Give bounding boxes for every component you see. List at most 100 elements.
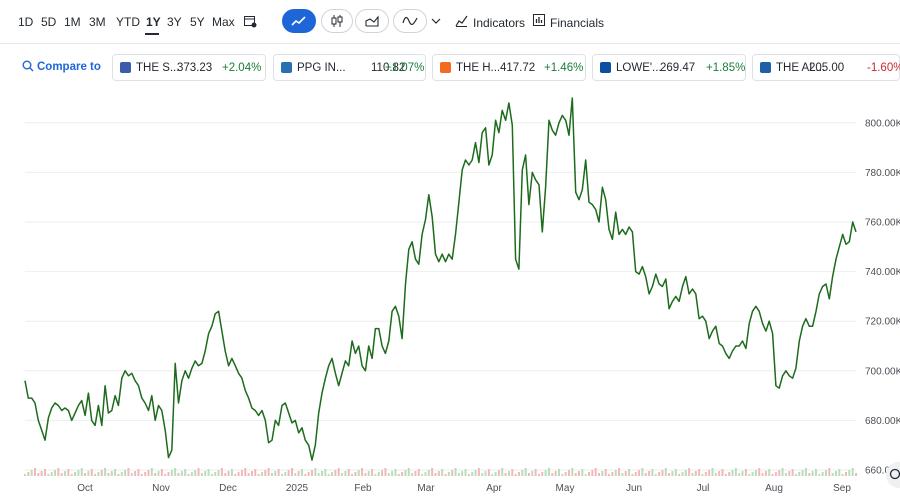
- volume-bar: [190, 472, 193, 476]
- volume-bar: [464, 469, 467, 476]
- volume-bar: [691, 473, 694, 476]
- volume-bar: [584, 474, 587, 476]
- chip-change: -1.60%: [867, 62, 900, 74]
- volume-bar: [708, 470, 711, 476]
- volume-bar: [497, 470, 500, 476]
- volume-bar: [444, 474, 447, 476]
- volume-bar: [230, 469, 233, 476]
- volume-bar: [197, 468, 200, 476]
- volume-bar: [371, 469, 374, 476]
- volume-bar: [664, 468, 667, 476]
- volume-bar: [788, 471, 791, 476]
- volume-bar: [521, 470, 524, 476]
- volume-bar: [127, 468, 130, 476]
- range-button-1y[interactable]: 1Y: [146, 15, 161, 29]
- compare-chip[interactable]: LOWE'... 269.47 +1.85%: [592, 54, 746, 81]
- range-button-5y[interactable]: 5Y: [190, 15, 205, 29]
- volume-bar: [381, 470, 384, 476]
- volume-bar: [731, 470, 734, 476]
- x-tick-label: Nov: [152, 483, 170, 494]
- volume-bar: [104, 468, 107, 476]
- volume-bar: [684, 470, 687, 476]
- volume-bar: [44, 469, 47, 476]
- volume-bar: [337, 468, 340, 476]
- volume-bar: [841, 474, 844, 476]
- financials-button[interactable]: Financials: [550, 16, 605, 30]
- y-tick-label: 740.00K: [865, 267, 900, 278]
- volume-bar: [224, 473, 227, 476]
- volume-bar: [437, 471, 440, 476]
- volume-bar: [581, 469, 584, 476]
- volume-bar: [855, 473, 857, 476]
- volume-bar: [721, 469, 724, 476]
- volume-bar: [200, 473, 203, 476]
- volume-bar: [387, 473, 390, 476]
- y-tick-label: 660.0: [865, 466, 890, 477]
- volume-bar: [801, 470, 804, 476]
- company-logo-icon: [600, 62, 611, 73]
- line-chart-icon: [291, 16, 306, 26]
- candlestick-chart-button[interactable]: [321, 9, 353, 33]
- volume-bar: [424, 472, 427, 476]
- volume-bar: [547, 468, 550, 476]
- volume-bar: [567, 470, 570, 476]
- volume-bar: [124, 470, 127, 476]
- compare-chip[interactable]: THE AL... 205.00 -1.60%: [752, 54, 900, 81]
- volume-bar: [67, 469, 70, 476]
- volume-bar: [94, 474, 97, 476]
- volume-bar: [484, 471, 487, 476]
- volume-bar: [367, 471, 370, 476]
- chart-grid: [25, 122, 856, 471]
- range-button-max[interactable]: Max: [212, 15, 235, 29]
- volume-bar: [177, 473, 180, 476]
- volume-bar: [734, 468, 737, 476]
- range-button-1d[interactable]: 1D: [18, 15, 34, 29]
- range-button-3y[interactable]: 3Y: [167, 15, 182, 29]
- volume-bar: [794, 474, 797, 476]
- range-button-5d[interactable]: 5D: [41, 15, 57, 29]
- volume-bar: [724, 474, 727, 476]
- calendar-settings-icon[interactable]: [244, 15, 257, 28]
- area-chart-button[interactable]: [355, 9, 389, 33]
- volume-bar: [491, 474, 494, 476]
- volume-bar: [257, 474, 260, 476]
- volume-bar: [821, 472, 824, 476]
- volume-bar: [77, 470, 80, 476]
- volume-bar: [361, 468, 364, 476]
- volume-bar: [451, 470, 454, 476]
- volume-bar: [37, 473, 40, 476]
- volume-bar: [74, 472, 77, 476]
- volume-bar: [751, 472, 754, 476]
- volume-bar: [798, 472, 801, 476]
- volume-bar: [634, 472, 637, 476]
- volume-bar: [157, 471, 160, 476]
- volume-bar: [277, 469, 280, 476]
- volume-bar: [758, 468, 761, 476]
- compare-chip[interactable]: THE H... 417.72 +1.46%: [432, 54, 586, 81]
- volume-bar: [207, 469, 210, 476]
- volume-bar: [571, 468, 574, 476]
- volume-bar: [474, 470, 477, 476]
- range-button-ytd[interactable]: YTD: [116, 15, 140, 29]
- volume-bar: [778, 470, 781, 476]
- volume-bar: [280, 474, 283, 476]
- volume-bar: [838, 469, 841, 476]
- volume-bar: [651, 469, 654, 476]
- compare-chip[interactable]: THE S... 373.23 +2.04%: [112, 54, 266, 81]
- drawing-tools-button[interactable]: [393, 9, 427, 33]
- volume-bar: [354, 472, 357, 476]
- line-chart-button[interactable]: [282, 9, 316, 33]
- volume-bar: [70, 474, 73, 476]
- volume-bar: [614, 470, 617, 476]
- volume-bar: [588, 472, 591, 476]
- range-button-3m[interactable]: 3M: [89, 15, 106, 29]
- indicators-button[interactable]: Indicators: [473, 16, 526, 30]
- volume-bar: [507, 471, 510, 476]
- compare-chip[interactable]: PPG IN... 110.82 +1.07%: [273, 54, 426, 81]
- chevron-down-icon[interactable]: [431, 18, 441, 25]
- wave-icon: [402, 16, 418, 25]
- volume-bar: [594, 468, 597, 476]
- range-button-1m[interactable]: 1M: [64, 15, 81, 29]
- volume-bar: [134, 471, 137, 476]
